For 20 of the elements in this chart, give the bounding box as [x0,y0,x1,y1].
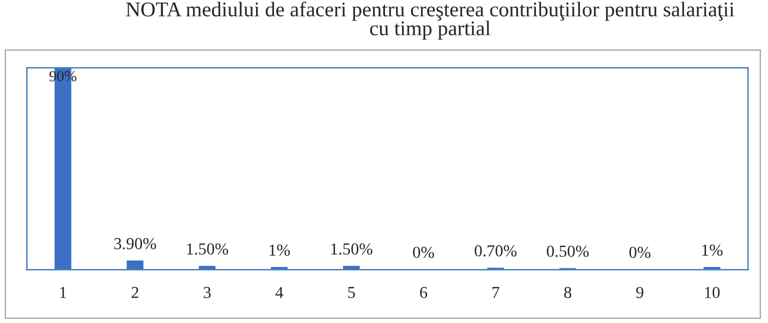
x-tick-label: 7 [492,287,500,298]
data-label: 1% [702,244,723,256]
data-label: 3.90% [114,238,156,250]
x-tick-label: 10 [705,286,720,298]
x-tick-label: 4 [275,286,284,298]
chart-title: NOTA mediului de afaceri pentru creşterea contribuţiilor pentru salariaţii cu timp partial [126,2,734,40]
data-label: 1% [270,244,290,256]
data-label: 1.50% [187,243,228,255]
x-tick-label: 1 [60,286,66,298]
data-label: 0% [629,246,650,258]
x-tick-label: 2 [132,286,138,298]
x-tick-label: 8 [564,286,572,298]
data-label: 0.70% [474,245,517,256]
x-tick-label: 6 [420,286,428,298]
data-label: 0% [413,246,434,258]
x-tick-label: 9 [636,286,644,298]
data-label: 0.50% [546,246,589,257]
data-label: 1.50% [331,243,372,255]
x-tick-label: 3 [204,286,211,298]
x-tick-label: 5 [348,287,355,298]
